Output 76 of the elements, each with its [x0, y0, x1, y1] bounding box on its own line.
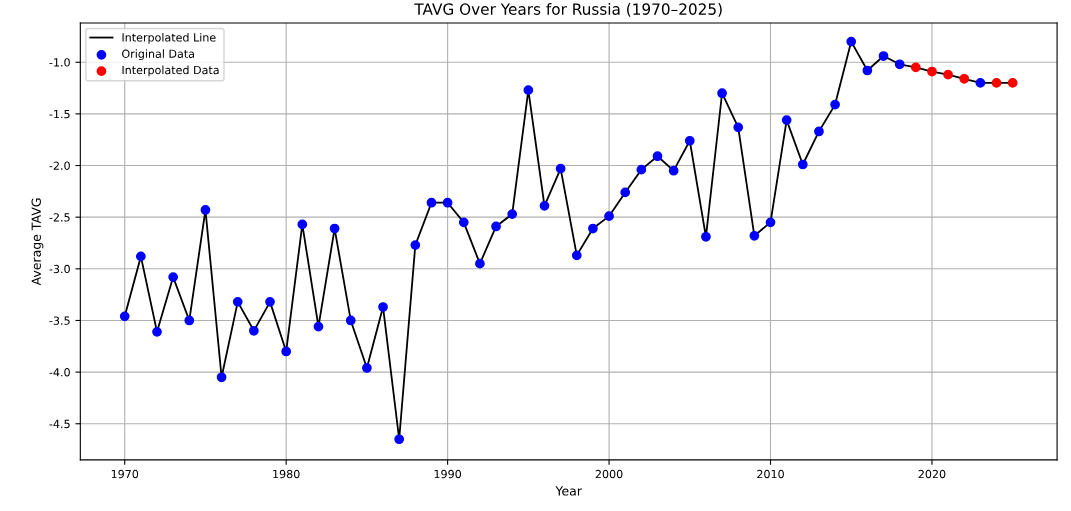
- x-tick-label: 1970: [111, 469, 139, 479]
- legend-label: Interpolated Line: [122, 32, 216, 44]
- point: [975, 78, 986, 88]
- chart-title: TAVG Over Years for Russia (1970–2025): [414, 3, 722, 17]
- y-tick-label: -4.0: [49, 368, 70, 377]
- point: [426, 197, 437, 208]
- point: [668, 165, 679, 176]
- point: [846, 36, 857, 47]
- point: [168, 272, 179, 282]
- point: [216, 372, 227, 383]
- point: [571, 250, 582, 261]
- point: [943, 69, 953, 80]
- point: [684, 135, 695, 146]
- point: [394, 434, 405, 445]
- point: [475, 258, 485, 269]
- point: [345, 315, 356, 326]
- x-tick-label: 2000: [595, 469, 623, 479]
- point: [620, 187, 631, 198]
- point: [200, 205, 211, 215]
- point: [604, 211, 614, 222]
- point: [862, 65, 873, 76]
- point: [830, 99, 840, 110]
- point: [1007, 78, 1018, 88]
- point: [717, 88, 727, 99]
- point: [442, 197, 453, 208]
- point: [458, 217, 469, 228]
- y-tick-label: -1.0: [49, 58, 70, 67]
- point: [410, 240, 421, 250]
- point: [991, 78, 1002, 88]
- point: [878, 51, 889, 61]
- point: [781, 115, 792, 125]
- y-tick-label: -2.0: [49, 161, 70, 170]
- point: [765, 217, 776, 228]
- y-tick-label: -3.0: [49, 264, 70, 274]
- point: [733, 122, 744, 133]
- y-tick-label: -1.5: [49, 110, 70, 119]
- point: [232, 297, 243, 307]
- point: [555, 163, 566, 174]
- point: [378, 302, 388, 312]
- legend-label: Original Data: [122, 49, 194, 61]
- point: [184, 315, 195, 326]
- x-tick-label: 2020: [918, 469, 946, 479]
- point: [491, 221, 501, 232]
- point: [927, 66, 937, 77]
- point: [539, 200, 550, 211]
- x-tick-label: 2010: [757, 469, 784, 479]
- point: [119, 311, 130, 322]
- point: [152, 326, 162, 337]
- y-tick-label: -2.5: [49, 213, 70, 222]
- point: [652, 151, 663, 162]
- point: [749, 230, 760, 241]
- x-tick-label: 1990: [434, 469, 462, 479]
- point: [523, 85, 534, 95]
- y-axis-title: Average TAVG: [31, 198, 44, 286]
- point: [701, 231, 711, 242]
- legend-label: Interpolated Data: [122, 65, 219, 77]
- point: [136, 251, 146, 262]
- point: [959, 73, 970, 84]
- point: [797, 159, 808, 170]
- point: [297, 219, 308, 230]
- point: [249, 325, 259, 336]
- point: [588, 223, 598, 234]
- x-axis-title: Year: [555, 486, 582, 496]
- point: [814, 126, 824, 137]
- x-tick-label: 1980: [273, 469, 300, 479]
- point: [910, 62, 921, 73]
- point: [281, 346, 292, 357]
- point: [313, 321, 324, 332]
- y-tick-label: -3.5: [49, 316, 70, 325]
- point: [507, 209, 518, 219]
- point: [894, 59, 905, 70]
- point: [636, 164, 647, 175]
- y-tick-label: -4.5: [49, 419, 70, 429]
- point: [362, 363, 372, 373]
- point: [329, 223, 340, 234]
- point: [265, 297, 275, 307]
